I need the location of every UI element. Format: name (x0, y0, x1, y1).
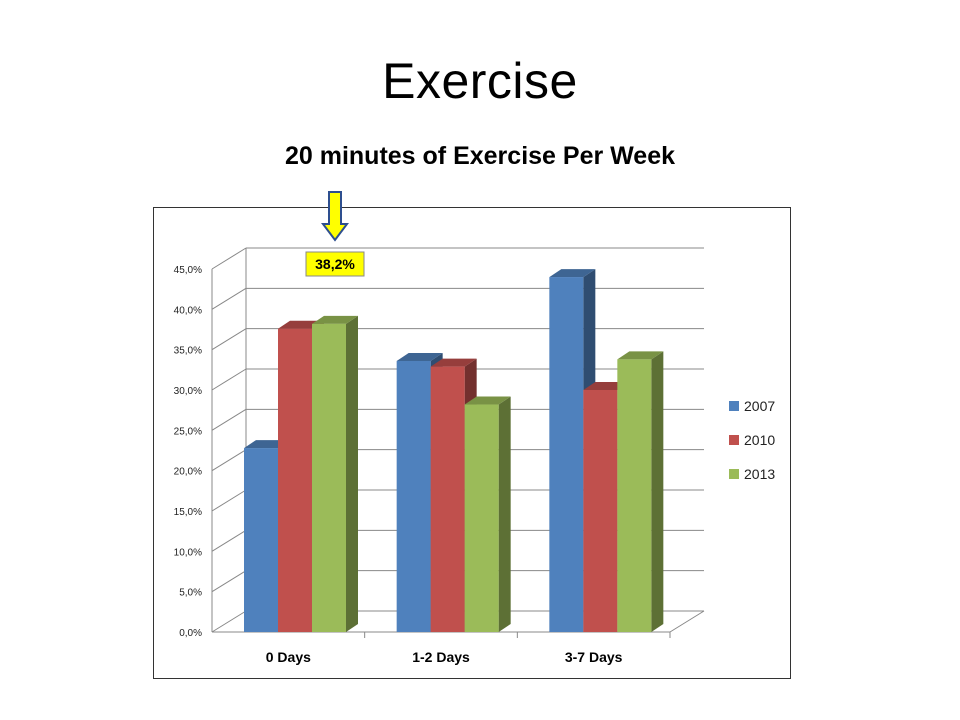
gridline-depth (211, 287, 247, 310)
bar-2013-2 (617, 359, 652, 632)
floor-edge (669, 610, 705, 633)
y-tick-label: 15,0% (174, 507, 202, 518)
y-tick-label: 5,0% (179, 588, 202, 599)
callout-box (305, 251, 365, 277)
bar-side (346, 315, 358, 632)
legend-swatch-2010 (729, 435, 739, 445)
slide-title: Exercise (382, 53, 578, 109)
chart-frame: 0,0% 5,0% 10,0% 15,0% 20,0% 25,0% 30,0% 35,0% 40… (153, 191, 791, 679)
legend-swatch-2007 (729, 401, 739, 411)
bar-2010-1 (430, 366, 465, 632)
gridline-depth (211, 610, 247, 633)
y-tick-label: 40,0% (174, 305, 202, 316)
bar-top (396, 352, 443, 361)
bar-2007-1 (396, 360, 431, 632)
y-tick-label: 45,0% (174, 265, 202, 276)
callout-label: 38,2% (315, 256, 355, 272)
bar-2013-1 (464, 404, 499, 632)
x-tick-label: 1-2 Days (412, 649, 470, 665)
bar-top (464, 396, 511, 405)
bar-top (617, 351, 664, 360)
y-tick-label: 0,0% (179, 628, 202, 639)
gridline-depth (211, 408, 247, 431)
y-tick-label: 25,0% (174, 426, 202, 437)
y-tick-label: 35,0% (174, 346, 202, 357)
bar-top (549, 269, 596, 278)
y-tick-label: 30,0% (174, 386, 202, 397)
bar-side (651, 351, 664, 632)
gridline-depth (211, 247, 247, 270)
legend-swatch-2013 (729, 469, 739, 479)
bar-2007-2 (549, 277, 584, 632)
bar-chart: 0,0% 5,0% 10,0% 15,0% 20,0% 25,0% 30,0% 35,0% 40… (174, 191, 775, 665)
bar-top (312, 315, 358, 324)
legend-label-2010: 2010 (744, 432, 775, 448)
x-tick-label: 0 Days (266, 649, 311, 665)
legend-label-2007: 2007 (744, 398, 775, 414)
legend-label-2013: 2013 (744, 466, 775, 482)
bar-2007-0 (244, 448, 278, 632)
bar-2010-0 (278, 328, 312, 632)
gridline-depth (211, 328, 247, 351)
bar-top (430, 358, 477, 367)
chart-title: 20 minutes of Exercise Per Week (284, 142, 675, 170)
bar-2010-2 (583, 390, 618, 632)
bar-side (498, 396, 511, 632)
callout-arrow-icon (321, 191, 349, 242)
x-tick-label: 3-7 Days (565, 649, 623, 665)
gridline-depth (211, 529, 247, 552)
y-tick-label: 20,0% (174, 467, 202, 478)
y-tick-label: 10,0% (174, 547, 202, 558)
gridline-depth (211, 570, 247, 593)
bar-2013-0 (312, 323, 346, 632)
gridline-depth (211, 368, 247, 391)
gridline-depth (211, 489, 247, 512)
gridline-depth (211, 449, 247, 472)
